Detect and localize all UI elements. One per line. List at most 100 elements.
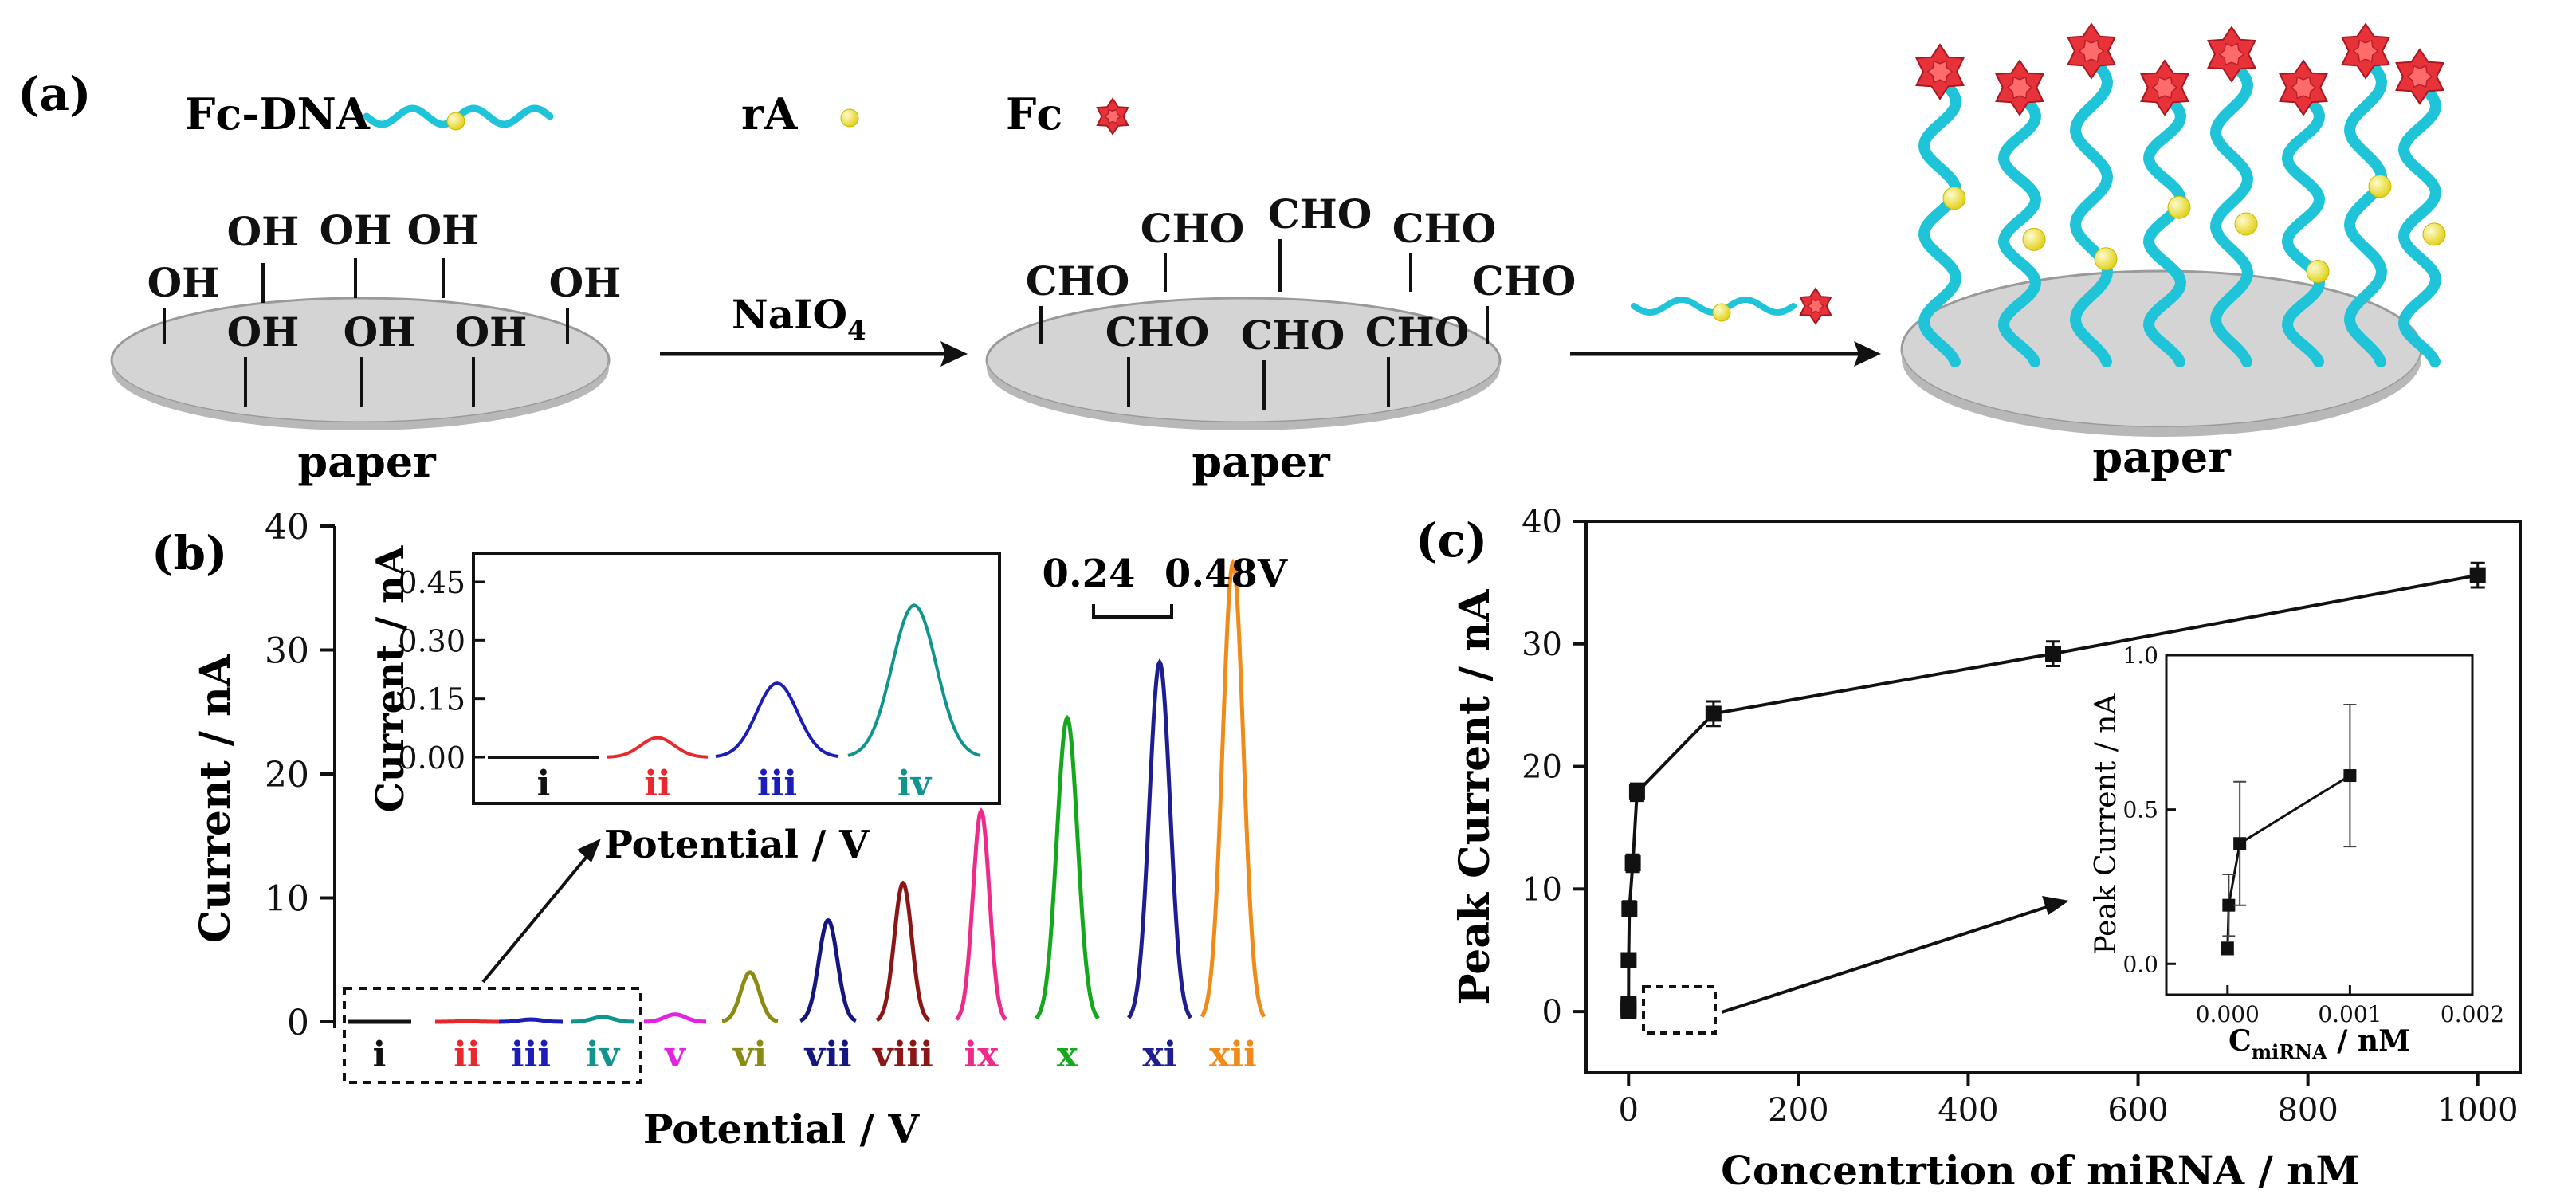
surface-dna-strand	[2069, 53, 2114, 367]
b-curve-x	[1035, 714, 1100, 1020]
legend-fc-icon	[1096, 97, 1129, 136]
surface-ra-ball	[2234, 212, 2258, 236]
ferrocene-star-core	[1103, 108, 1122, 124]
b-curve-viii	[875, 880, 931, 1023]
legend-ra-label: rA	[741, 88, 798, 139]
b-curve-vi	[721, 970, 779, 1023]
legend-fc-dna-label: Fc-DNA	[185, 88, 371, 139]
c-x-tick-label: 800	[2277, 1092, 2338, 1129]
aldehyde-label: CHO	[1141, 205, 1245, 252]
paper-1-label: paper	[297, 436, 436, 487]
surface-ra-ball	[2022, 227, 2046, 251]
legend-dna-ra-ball	[446, 112, 465, 131]
c-x-tick-label: 600	[2107, 1092, 2168, 1129]
hydroxyl-label: OH	[320, 206, 392, 253]
c-inset-data-point	[2233, 837, 2247, 850]
b-y-tick-label: 40	[265, 507, 309, 548]
b-series-label-ix: ix	[964, 1035, 999, 1075]
c-inset-x-tick-label: 0.000	[2196, 1001, 2260, 1027]
c-ylabel: Peak Current / nA	[1451, 589, 1499, 1005]
reagent-subscript: 4	[847, 315, 866, 347]
b-series-labels: i ii iii iv v vi vii viii ix x xi xii	[373, 1035, 1257, 1075]
hydroxyl-label: OH	[455, 308, 528, 355]
c-y-tick-label: 0	[1542, 994, 1562, 1031]
c-y-tick-label: 20	[1522, 749, 1562, 786]
b-inset-y-tick-label: 0.30	[398, 623, 465, 658]
reagent-text: NaIO	[732, 291, 847, 338]
b-ylabel: Current / nA	[191, 654, 240, 943]
ferrocene-star-core	[2006, 76, 2033, 100]
b-zoom-arrow-head	[577, 839, 601, 862]
hydroxyl-label: OH	[549, 259, 622, 306]
b-inset-ylabel: Current / nA	[368, 545, 413, 812]
surface-dna-strand	[2142, 90, 2187, 367]
surface-ra-ball	[2167, 195, 2191, 219]
aldehyde-label: CHO	[1105, 308, 1210, 355]
hydroxyl-label: OH	[147, 259, 220, 306]
fc-dna-reagent-icon	[1631, 287, 1832, 325]
b-inset-curve-ii	[607, 736, 709, 759]
surface-ra-ball	[2422, 222, 2446, 246]
c-inset-ylabel: Peak Current / nA	[2090, 693, 2122, 955]
b-y-tick-label: 0	[287, 1003, 309, 1043]
b-y-tick-label: 30	[265, 631, 309, 672]
b-series-label-x: x	[1057, 1035, 1078, 1075]
c-inset-data-point	[2221, 941, 2234, 955]
hydroxyl-label: OH	[344, 308, 416, 355]
c-data-points	[1620, 561, 2486, 1019]
c-inset-axis-ticks: 0.000 0.001 0.002 0.0 0.5 1.0	[2122, 642, 2504, 1027]
b-inset-y-tick-label: 0.00	[398, 740, 465, 776]
c-x-tick-label: 0	[1619, 1092, 1639, 1129]
surface-ra-ball	[2368, 175, 2392, 198]
aldehyde-label: CHO	[1365, 308, 1470, 355]
paper-3-label: paper	[2092, 431, 2231, 482]
b-y-tick-label: 20	[265, 755, 309, 795]
legend-fc-label: Fc	[1006, 88, 1062, 139]
c-x-tick-label: 200	[1768, 1092, 1828, 1129]
c-plot-frame	[1584, 520, 2522, 1074]
c-data-point	[2469, 567, 2486, 583]
b-inset-series-label-i: i	[537, 764, 551, 804]
c-inset-y-tick-label: 0.0	[2122, 951, 2158, 977]
ferrocene-star-core	[2218, 42, 2245, 66]
surface-dna-strand	[2397, 79, 2442, 367]
panel-c: (c) 0 200 400 600 800 1000 0 10 20 30 40 Peak Curr…	[1416, 504, 2522, 1194]
b-curve-iv	[571, 1015, 634, 1024]
b-inset-series-labels: i ii iii iv	[537, 764, 933, 804]
legend-ra-icon	[840, 108, 859, 128]
b-curve-ix	[955, 807, 1007, 1021]
b-series-label-ii: ii	[454, 1035, 480, 1075]
ferrocene-star-core	[1926, 60, 1954, 84]
b-inset-xlabel: Potential / V	[604, 823, 870, 867]
ferrocene-star-core	[2406, 65, 2433, 88]
c-x-tick-label: 1000	[2437, 1092, 2519, 1129]
c-inset-data-points	[2221, 703, 2357, 956]
b-curve-xii	[1200, 558, 1266, 1018]
scale-bar	[1092, 604, 1173, 619]
c-inset-x-tick-label: 0.001	[2318, 1001, 2382, 1027]
c-y-tick-label: 30	[1522, 626, 1562, 663]
surface-dna-strand	[2343, 53, 2388, 367]
scale-bar-right-label: 0.48V	[1164, 552, 1288, 596]
surface-ra-ball	[1942, 187, 1966, 210]
aldehyde-label: CHO	[1268, 191, 1372, 238]
surface-ra-ball	[2094, 247, 2118, 271]
b-y-tick-label: 10	[265, 879, 309, 920]
c-inset-data-point	[2343, 769, 2357, 783]
c-inset-data-point	[2222, 898, 2236, 912]
ferrocene-star-core	[2151, 76, 2178, 100]
b-voltammograms	[348, 558, 1266, 1024]
c-data-point	[1705, 705, 1722, 722]
b-series-label-iv: iv	[586, 1035, 621, 1075]
c-data-point	[1620, 952, 1637, 968]
c-data-point	[1624, 855, 1641, 872]
b-inset-y-tick-label: 0.15	[398, 682, 465, 717]
c-inset-xlabel-sub: miRNA	[2252, 1040, 2327, 1063]
surface-dna-strand	[2209, 57, 2254, 367]
c-data-point	[1620, 996, 1637, 1012]
panel-c-label: (c)	[1416, 513, 1487, 568]
c-zoom-arrow-head	[2042, 896, 2069, 915]
b-inset-curve-iii	[715, 681, 839, 758]
